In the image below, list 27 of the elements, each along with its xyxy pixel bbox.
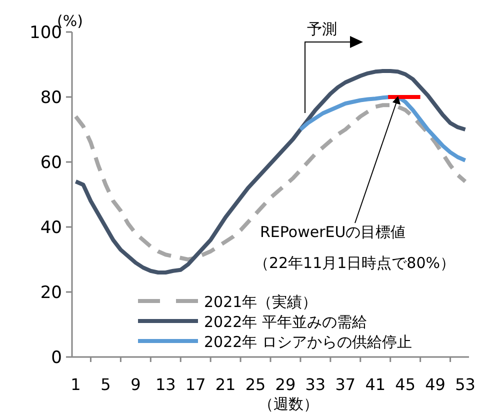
y-tick-label: 60 <box>40 153 62 173</box>
x-tick-label: 29 <box>275 375 296 394</box>
x-tick-label: 33 <box>305 375 326 394</box>
x-tick-label: 41 <box>365 375 386 394</box>
y-tick-label: 0 <box>51 348 62 368</box>
x-tick-label: 53 <box>455 375 476 394</box>
y-tick-label: 40 <box>40 218 62 238</box>
annotation: （22年11月1日時点で80%） <box>254 254 455 272</box>
legend-label: 2021年（実績） <box>204 293 318 311</box>
x-axis-title: （週数） <box>258 395 318 413</box>
arrow-target: REPowerEUの目標値 <box>260 96 406 241</box>
legend-label: 2022年 平年並みの需給 <box>204 313 367 331</box>
x-tick-label: 13 <box>155 375 176 394</box>
x-tick-label: 9 <box>130 375 141 394</box>
x-tick-label: 1 <box>70 375 81 394</box>
x-tick-label: 45 <box>395 375 416 394</box>
x-tick-label: 37 <box>335 375 356 394</box>
y-tick-label: 80 <box>40 88 62 108</box>
x-tick-label: 49 <box>425 375 446 394</box>
x-tick-label: 5 <box>100 375 111 394</box>
legend-label: 2022年 ロシアからの供給停止 <box>204 333 412 351</box>
annotation: REPowerEUの目標値 <box>260 223 406 241</box>
annotation: 予測 <box>307 20 337 38</box>
x-tick-label: 25 <box>245 375 266 394</box>
y-tick-label: 20 <box>40 283 62 303</box>
x-tick-label: 21 <box>215 375 236 394</box>
x-tick-label: 17 <box>185 375 206 394</box>
